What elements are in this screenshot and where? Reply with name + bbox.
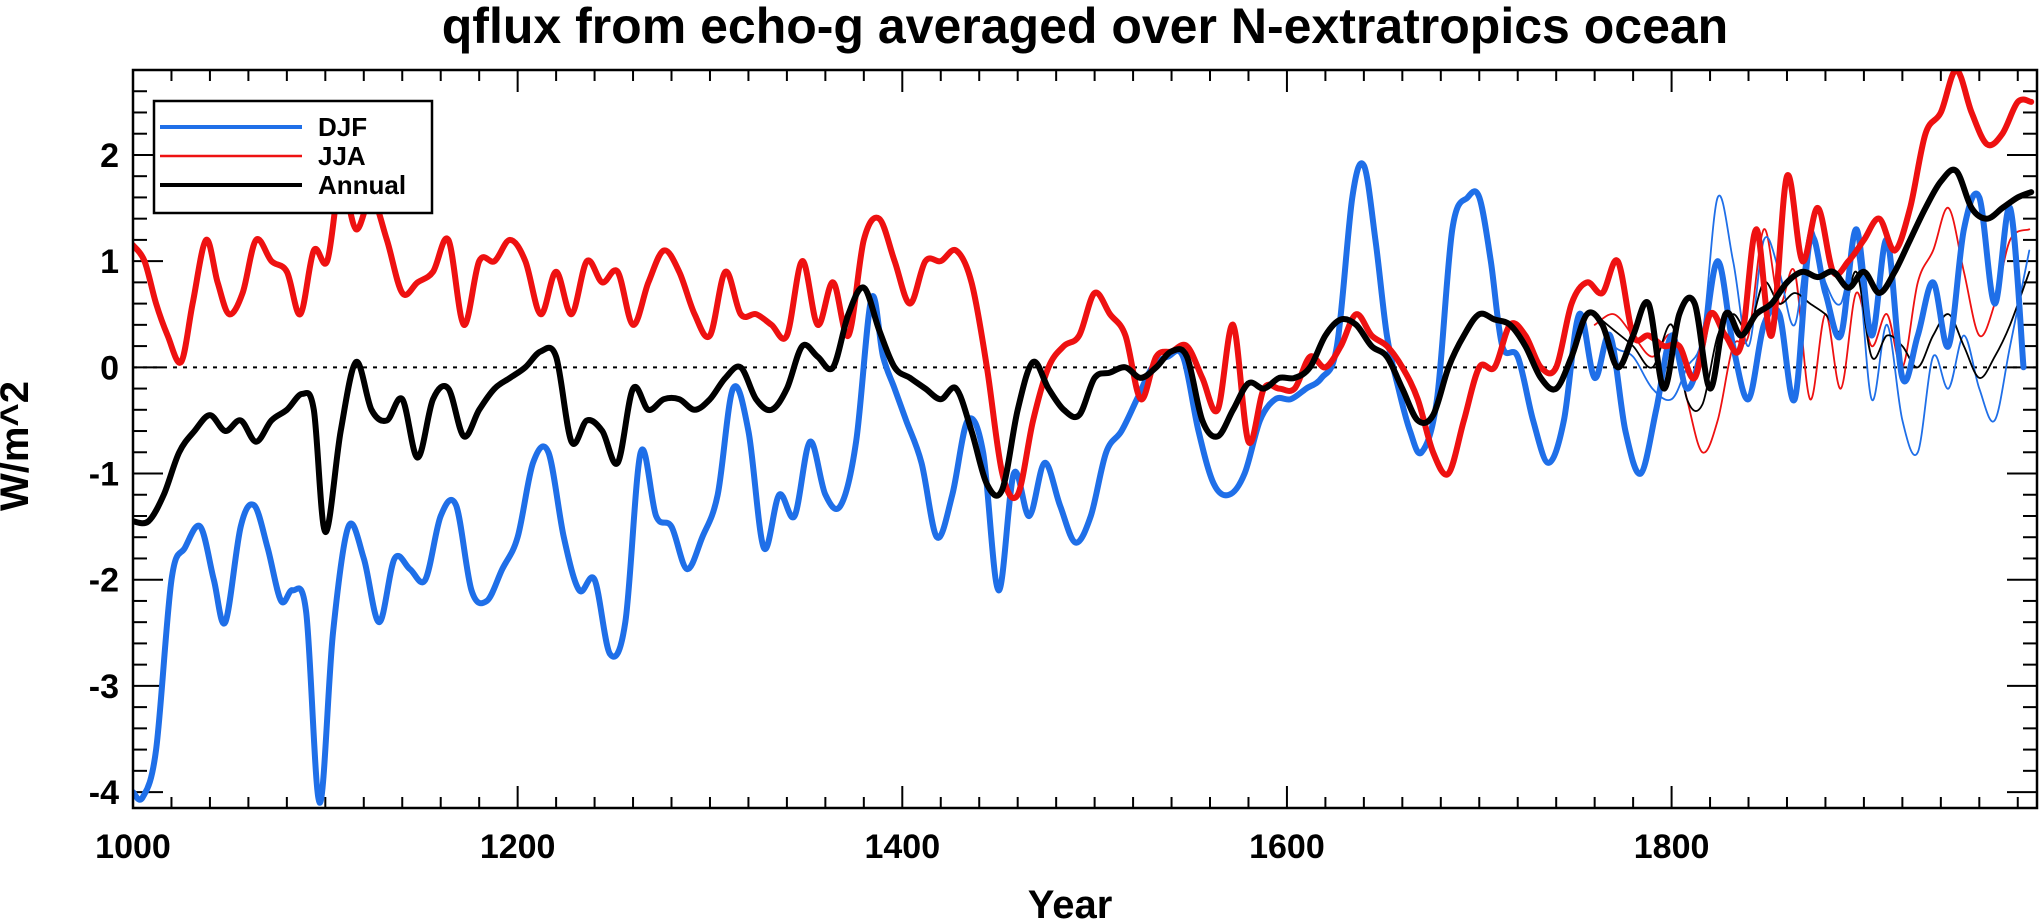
x-tick-label: 1000 xyxy=(95,828,171,866)
x-tick-label: 1600 xyxy=(1249,828,1325,866)
x-tick-label: 1800 xyxy=(1634,828,1710,866)
y-tick-label: -1 xyxy=(89,456,119,494)
legend-label-djf: DJF xyxy=(318,112,367,142)
x-tick-label: 1400 xyxy=(864,828,940,866)
legend-label-jja: JJA xyxy=(318,141,366,171)
y-tick-label: 0 xyxy=(100,349,119,387)
y-tick-label: -3 xyxy=(89,668,119,706)
y-tick-label: -2 xyxy=(89,562,119,600)
y-axis-label: W/m^2 xyxy=(0,381,37,511)
legend-label-annual: Annual xyxy=(318,170,406,200)
series-line-jja xyxy=(133,70,2035,502)
chart-title: qflux from echo-g averaged over N-extrat… xyxy=(442,0,1728,54)
plot-frame xyxy=(131,68,2039,810)
axis-ticks xyxy=(132,69,2037,808)
series-line-annual xyxy=(133,166,2035,535)
x-tick-label: 1200 xyxy=(480,828,556,866)
axis-tick-labels: 1000 1200 1400 1600 1800 -4 -3 -2 -1 0 1 2 xyxy=(89,137,1710,866)
y-tick-label: 1 xyxy=(100,243,119,281)
series-line-djf xyxy=(133,160,2027,806)
y-tick-label: 2 xyxy=(100,137,119,175)
series-lines xyxy=(133,70,2035,806)
y-tick-label: -4 xyxy=(89,774,119,812)
x-axis-label: Year xyxy=(1028,883,1113,923)
